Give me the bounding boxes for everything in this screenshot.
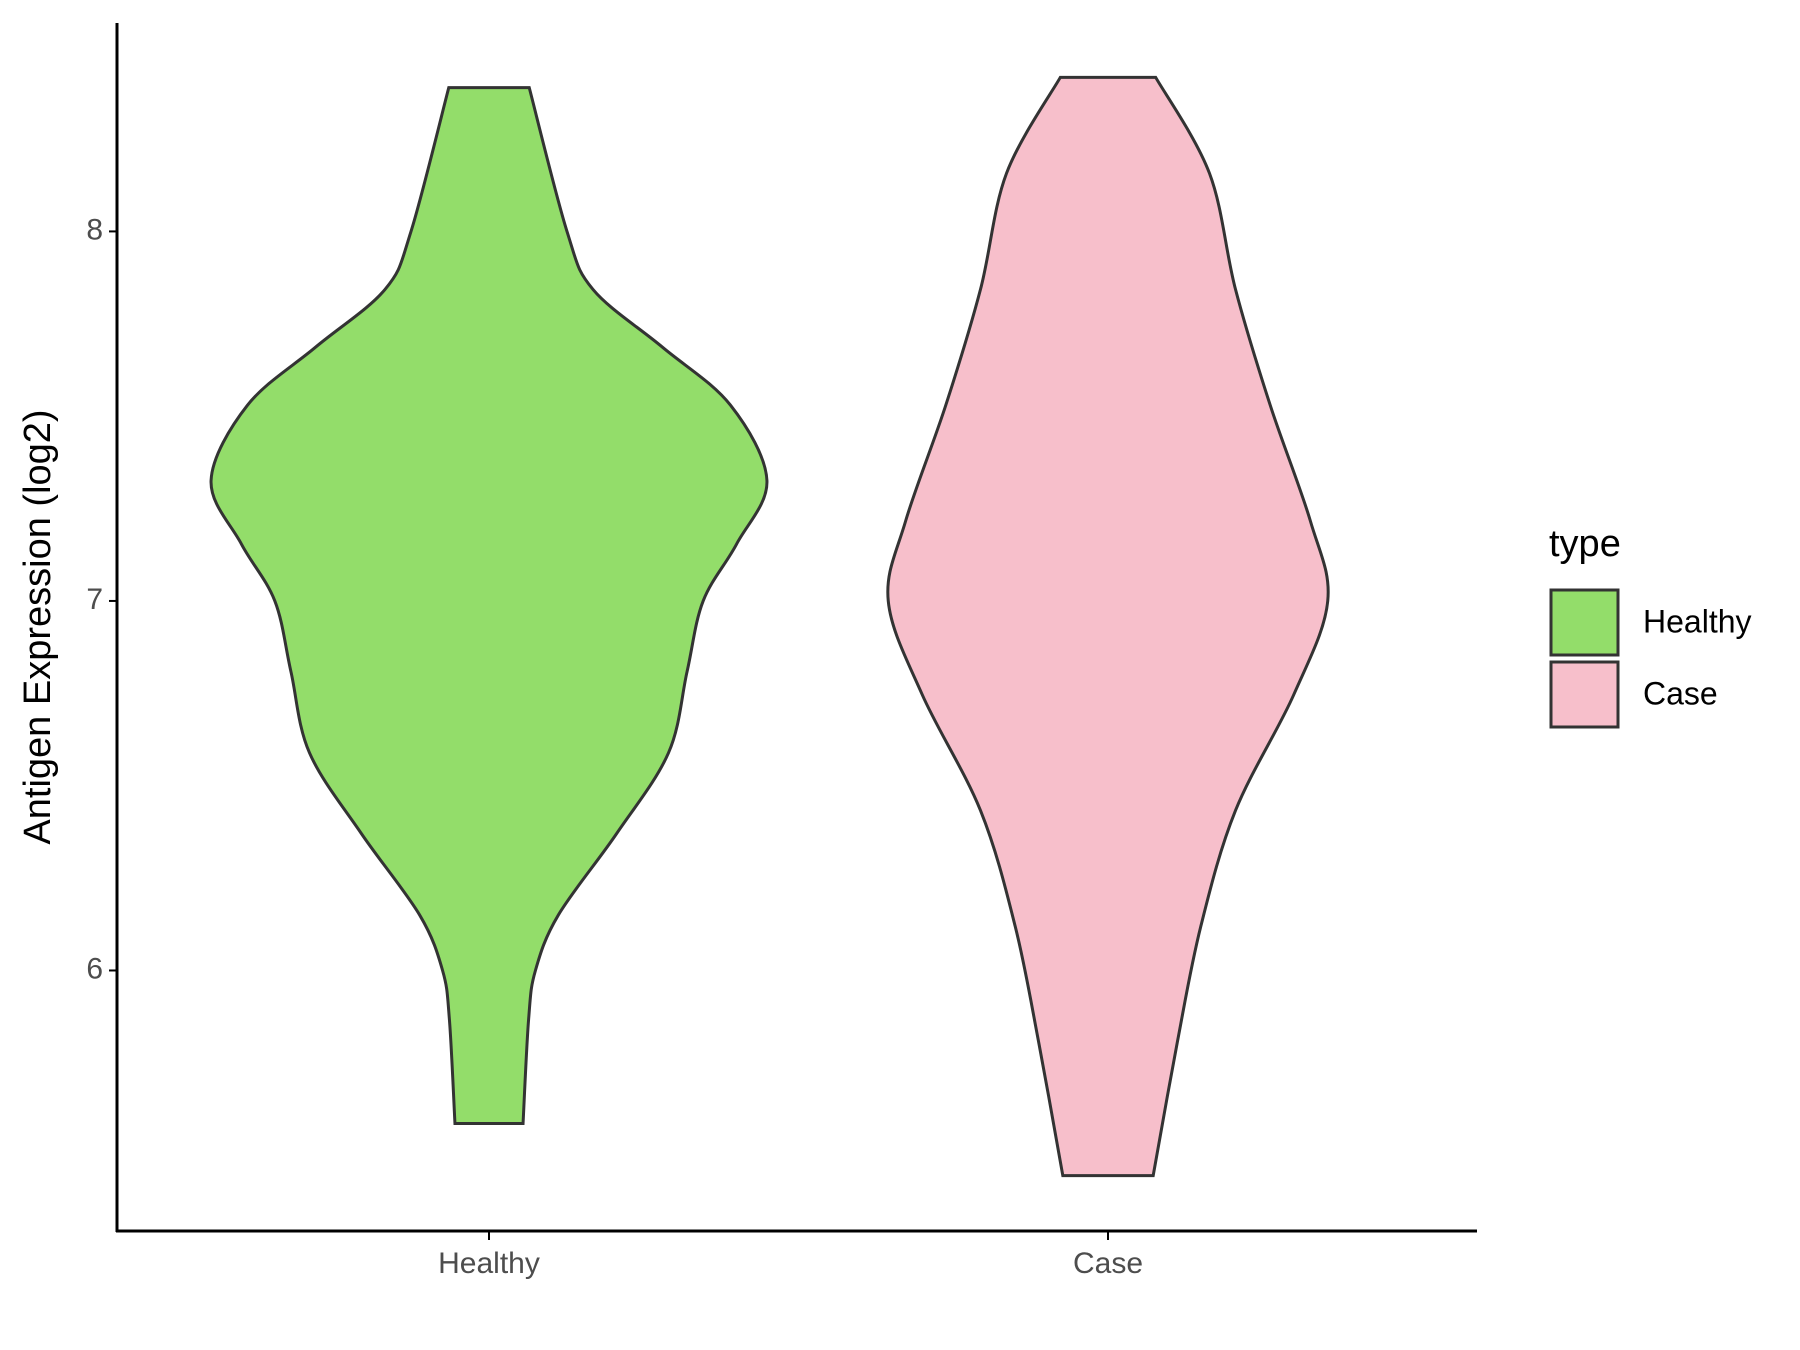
legend-title: type bbox=[1549, 523, 1621, 565]
violin bbox=[209, 86, 769, 1125]
y-tick-label: 8 bbox=[86, 213, 103, 246]
y-tick-label: 7 bbox=[86, 583, 103, 616]
legend-label: Healthy bbox=[1643, 603, 1752, 639]
violin bbox=[886, 75, 1330, 1178]
legend-key bbox=[1549, 588, 1620, 657]
x-tick-label: Case bbox=[1073, 1247, 1143, 1280]
legend-label: Case bbox=[1643, 675, 1718, 711]
x-tick-label: Healthy bbox=[438, 1247, 540, 1280]
y-axis-title: Antigen Expression (log2) bbox=[17, 409, 59, 844]
y-tick-label: 6 bbox=[86, 952, 103, 985]
legend-key bbox=[1549, 660, 1620, 729]
